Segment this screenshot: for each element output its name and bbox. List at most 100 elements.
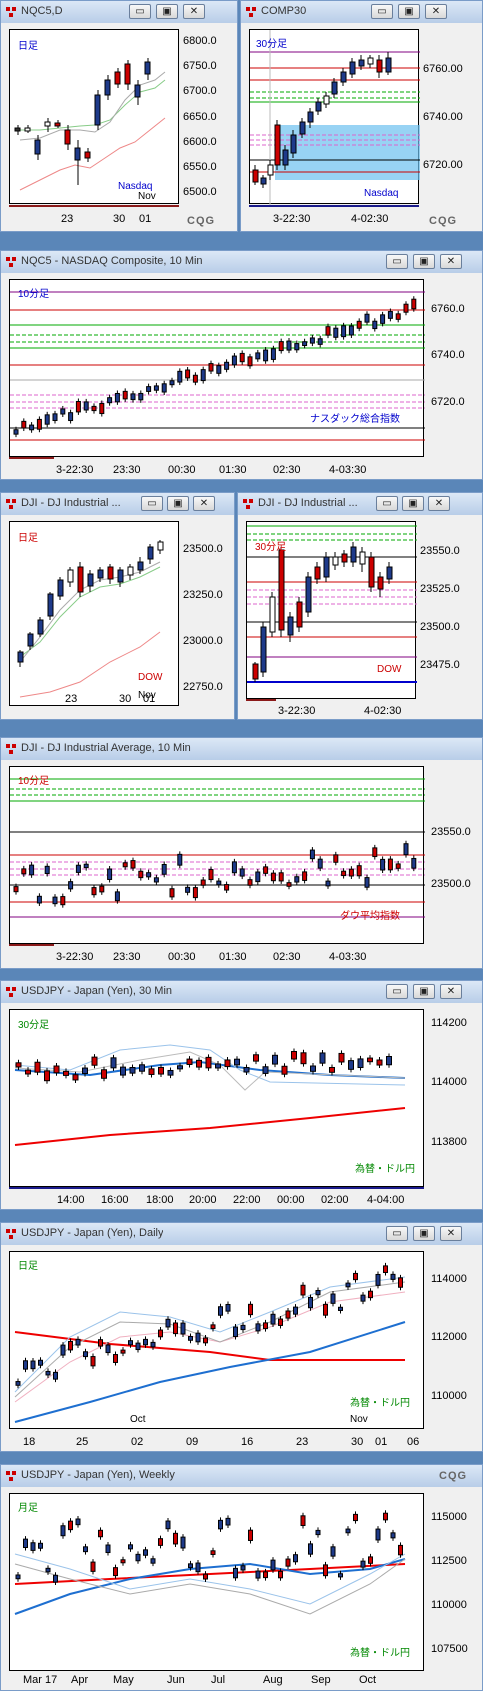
close-button[interactable]: ✕: [193, 496, 215, 511]
candle-body: [270, 872, 276, 882]
candle-body: [29, 864, 35, 876]
title-bar[interactable]: DJI - DJ Industrial ... ▭ ▣ ✕: [1, 493, 234, 515]
candle-body: [122, 390, 128, 400]
window-title: DJI - DJ Industrial ...: [21, 497, 121, 509]
minimize-button[interactable]: ▭: [386, 254, 408, 269]
y-axis-label: 110000: [431, 1390, 467, 1402]
candle-body: [353, 1513, 358, 1522]
title-bar[interactable]: USDJPY - Japan (Yen), Daily ▭ ▣ ✕: [1, 1223, 482, 1245]
chart-area[interactable]: 日足 為替・ドル円 Oct Nov: [9, 1251, 424, 1429]
candle-body: [13, 886, 19, 893]
minimize-button[interactable]: ▭: [386, 1226, 408, 1241]
candle-body: [403, 843, 409, 856]
close-button[interactable]: ✕: [440, 254, 462, 269]
candle-body: [345, 1282, 351, 1288]
maximize-button[interactable]: ▣: [413, 254, 435, 269]
instrument-label: Nasdaq: [364, 188, 399, 199]
close-button[interactable]: ✕: [183, 4, 205, 19]
chart-area[interactable]: 30分足 Nasdaq: [249, 29, 420, 205]
chart-area[interactable]: 30分足 DOW: [246, 521, 417, 699]
title-bar[interactable]: DJI - DJ Industrial ... ▭ ▣ ✕: [238, 493, 482, 515]
maximize-button[interactable]: ▣: [413, 1226, 435, 1241]
instrument-label: ナスダック総合指数: [310, 414, 400, 425]
candle-body: [99, 402, 105, 415]
title-bar[interactable]: USDJPY - Japan (Yen), 30 Min ▭ ▣ ✕: [1, 981, 482, 1003]
candle-body: [411, 857, 417, 869]
window-title: DJI - DJ Industrial ...: [258, 497, 358, 509]
candle-body: [248, 1303, 253, 1316]
candle-body: [21, 868, 27, 875]
x-axis-label: 4-03:30: [329, 464, 367, 476]
minimize-button[interactable]: ▭: [376, 496, 398, 511]
candle-body: [248, 1529, 253, 1541]
candle-body: [239, 352, 245, 363]
candle-body: [138, 392, 144, 401]
candle-body: [278, 872, 284, 882]
chart-area[interactable]: 30分足 為替・ドル円: [9, 1009, 424, 1187]
candle-body: [52, 413, 58, 421]
chart-area[interactable]: 月足 為替・ドル円: [9, 1493, 424, 1671]
close-button[interactable]: ✕: [428, 496, 450, 511]
timeframe-label: 10分足: [18, 289, 50, 300]
maximize-button[interactable]: ▣: [413, 984, 435, 999]
title-bar[interactable]: NQC5 - NASDAQ Composite, 10 Min ▭ ▣ ✕: [1, 251, 482, 273]
candle-body: [169, 888, 175, 898]
candle-body: [293, 1554, 298, 1563]
maximize-button[interactable]: ▣: [156, 4, 178, 19]
minimize-button[interactable]: ▭: [141, 496, 163, 511]
title-bar[interactable]: USDJPY - Japan (Yen), Weekly CQG: [1, 1465, 482, 1487]
candle-body: [233, 1326, 238, 1337]
title-bar[interactable]: COMP30 ▭ ▣ ✕: [241, 1, 482, 23]
candle-body: [278, 1570, 283, 1579]
candle-body: [367, 1057, 373, 1063]
candle-body: [323, 1564, 328, 1577]
candlestick-plot: [247, 525, 417, 683]
maximize-button[interactable]: ▣: [402, 496, 424, 511]
x-axis-label: May: [113, 1674, 134, 1686]
minimize-button[interactable]: ▭: [386, 984, 408, 999]
x-axis-label: Jul: [211, 1674, 226, 1686]
y-axis-label: 6720.00: [423, 159, 463, 171]
x-axis-label: 14:00: [57, 1194, 85, 1206]
close-button[interactable]: ✕: [425, 4, 447, 19]
candle-body: [281, 1065, 288, 1075]
candle-body: [114, 392, 120, 403]
candle-body: [23, 1538, 28, 1549]
close-button[interactable]: ✕: [440, 1226, 462, 1241]
maximize-button[interactable]: ▣: [398, 4, 420, 19]
chart-area[interactable]: 日足 DOW Nov: [9, 521, 179, 706]
candle-body: [387, 311, 393, 319]
candle-body: [15, 1062, 22, 1068]
maximize-button[interactable]: ▣: [167, 496, 189, 511]
candle-body: [153, 385, 159, 391]
candle-body: [128, 1340, 133, 1346]
x-axis-bar: [9, 457, 54, 459]
instrument-label: ダウ平均指数: [340, 911, 400, 922]
title-bar[interactable]: NQC5,D ▭ ▣ ✕: [1, 1, 237, 23]
candle-body: [216, 880, 222, 886]
chart-area[interactable]: 10分足 ナスダック総合指数: [9, 279, 425, 457]
candle-body: [356, 320, 362, 329]
chart-window-dji-daily: DJI - DJ Industrial ... ▭ ▣ ✕: [0, 492, 235, 720]
candlestick-plot: [14, 1510, 406, 1615]
candle-body: [196, 1059, 202, 1068]
chart-area[interactable]: 日足 Nasdaq Nov: [9, 29, 179, 204]
x-axis-label: Mar 17: [23, 1674, 58, 1686]
candle-body: [113, 1567, 118, 1577]
timeframe-label: 30分足: [18, 1020, 50, 1031]
candle-body: [272, 1054, 278, 1065]
cqg-app-icon: [6, 1229, 16, 1239]
x-axis-label: 02: [131, 1436, 144, 1448]
x-axis-label: 16: [241, 1436, 254, 1448]
close-button[interactable]: ✕: [440, 984, 462, 999]
title-bar[interactable]: DJI - DJ Industrial Average, 10 Min: [1, 738, 482, 760]
candle-body: [360, 1294, 366, 1302]
window-title: USDJPY - Japan (Yen), Daily: [21, 1227, 164, 1239]
minimize-button[interactable]: ▭: [129, 4, 151, 19]
candle-body: [380, 858, 386, 871]
y-axis-label: 6750.0: [183, 60, 217, 72]
candle-body: [210, 1324, 216, 1330]
x-axis-label: 02:30: [273, 951, 301, 963]
minimize-button[interactable]: ▭: [371, 4, 393, 19]
chart-area[interactable]: 10分足 ダウ平均指数: [9, 766, 425, 944]
